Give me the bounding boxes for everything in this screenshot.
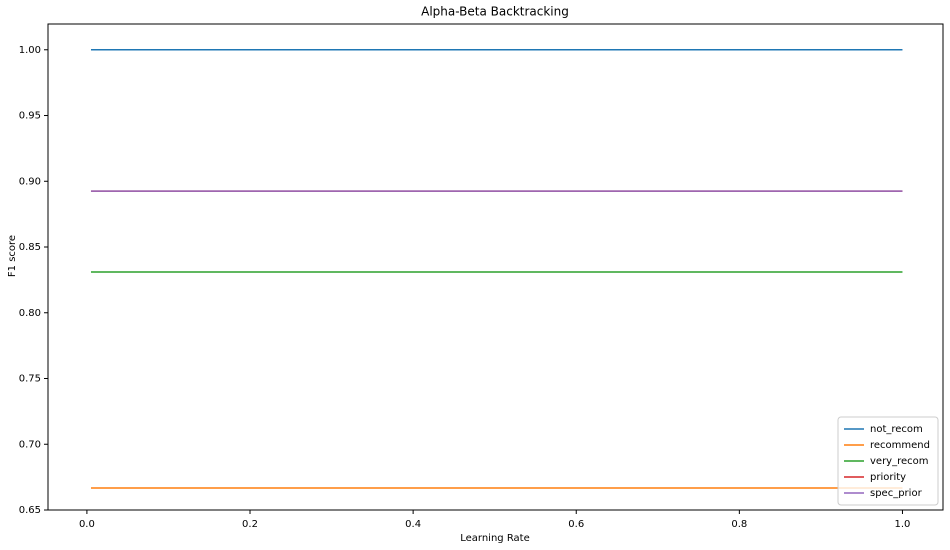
legend: not_recom recommend very_recom priority spec… (837, 416, 939, 506)
x-tick-label: 1.0 (895, 519, 911, 530)
legend-label: not_recom (870, 424, 923, 435)
y-tick-label: 0.90 (19, 176, 41, 187)
legend-label: recommend (870, 440, 930, 451)
y-tick-label: 0.80 (19, 308, 41, 319)
y-axis-label: F1 score (7, 235, 18, 277)
y-tick-label: 0.95 (19, 111, 41, 122)
y-tick-label: 0.65 (19, 505, 41, 516)
x-tick-label: 0.4 (405, 519, 421, 530)
y-tick-label: 0.70 (19, 439, 41, 450)
y-tick-label: 0.75 (19, 374, 41, 385)
x-axis-label: Learning Rate (460, 533, 530, 544)
x-tick-label: 0.2 (242, 519, 258, 530)
plot-frame (47, 23, 944, 511)
x-tick-label: 0.0 (79, 519, 95, 530)
y-tick-label: 1.00 (19, 45, 41, 56)
legend-box (837, 416, 939, 506)
legend-label: priority (870, 472, 906, 483)
x-tick-label: 0.8 (731, 519, 747, 530)
chart-title: Alpha-Beta Backtracking (421, 5, 569, 19)
y-tick-label: 0.85 (19, 242, 41, 253)
x-tick-label: 0.6 (568, 519, 584, 530)
legend-label: spec_prior (870, 488, 923, 499)
legend-label: very_recom (870, 456, 929, 467)
